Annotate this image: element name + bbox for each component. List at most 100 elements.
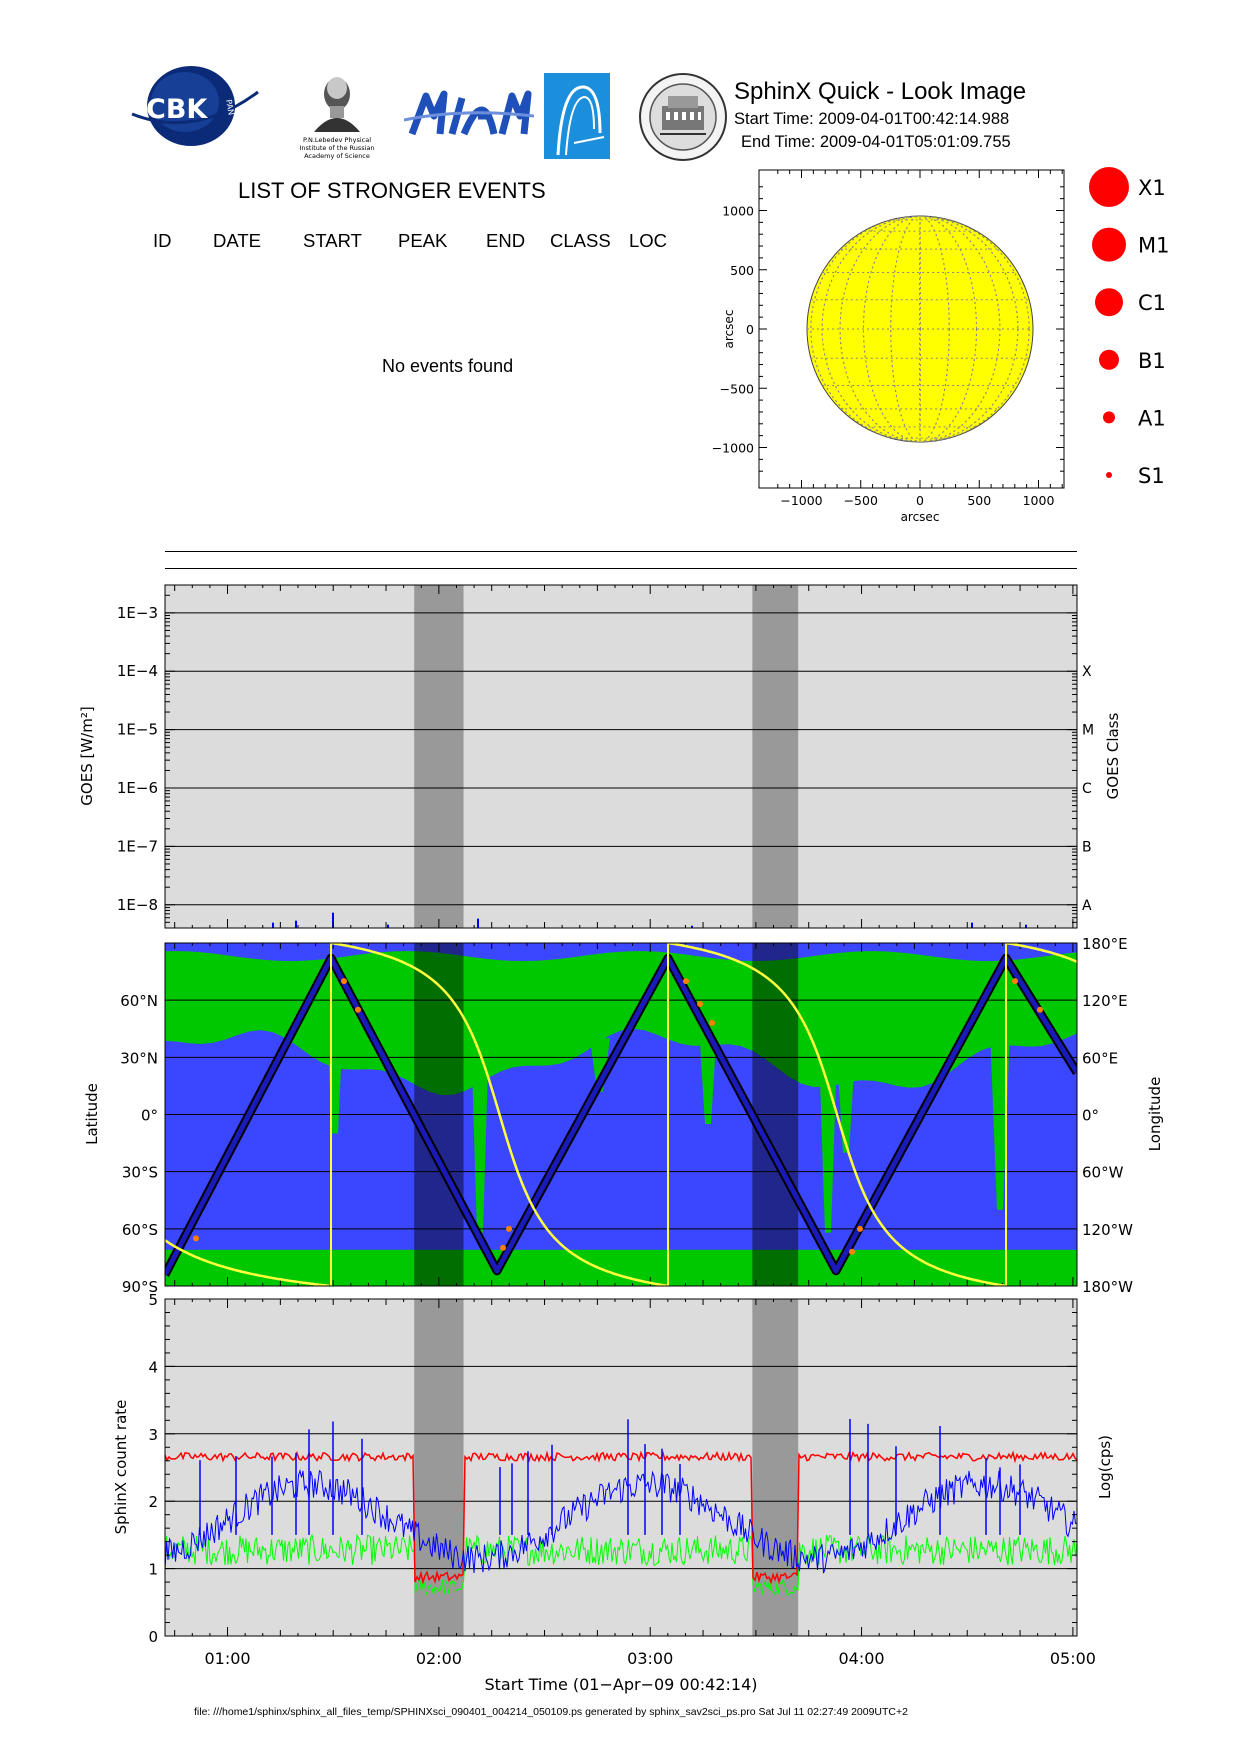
eclipse-band bbox=[752, 1299, 799, 1636]
cbk-logo: CBK PAN bbox=[130, 64, 260, 148]
longitude-curve bbox=[165, 943, 1077, 1286]
lat-tick-label: 60°N bbox=[120, 992, 158, 1010]
sun-xtick-label: 1000 bbox=[1023, 493, 1055, 508]
footer-file-info: file: ///home1/sphinx/sphinx_all_files_t… bbox=[194, 1706, 908, 1718]
sphinx-ytick-label: 0 bbox=[148, 1628, 158, 1646]
land-south bbox=[165, 1249, 1077, 1286]
lebedev-line-1: P.N.Lebedev Physical bbox=[303, 136, 371, 144]
legend-label: C1 bbox=[1138, 291, 1166, 315]
legend-marker bbox=[1103, 411, 1115, 424]
sun-ytick-label: −1000 bbox=[712, 441, 754, 456]
report-title: SphinX Quick - Look Image bbox=[734, 78, 1027, 105]
lat-tick-label: 0° bbox=[141, 1107, 158, 1125]
x-tick-label: 03:00 bbox=[627, 1649, 673, 1668]
land-streak bbox=[470, 1000, 490, 1233]
sun-xtick-label: −500 bbox=[844, 493, 878, 508]
sun-xtick-label: −1000 bbox=[780, 493, 822, 508]
sphinx-ytick-label: 5 bbox=[148, 1291, 158, 1309]
sun-ylabel: arcsec bbox=[722, 310, 736, 349]
sphinx-ytick-label: 1 bbox=[148, 1561, 158, 1579]
sun-xlabel: arcsec bbox=[901, 510, 940, 524]
sun-ytick-label: 1000 bbox=[722, 204, 754, 219]
sun-ytick-label: 0 bbox=[746, 322, 754, 337]
legend-marker bbox=[1092, 227, 1126, 262]
start-time: Start Time: 2009-04-01T00:42:14.988 bbox=[734, 110, 1010, 128]
lon-tick-label: 60°E bbox=[1082, 1049, 1118, 1067]
legend-marker bbox=[1089, 167, 1129, 207]
orbit-hotspot bbox=[857, 1225, 863, 1232]
lon-tick-label: 180°E bbox=[1082, 935, 1128, 953]
orbit-hotspot bbox=[355, 1006, 361, 1013]
sphinx-blue-series bbox=[165, 1468, 1077, 1574]
goes-ytick-label: 1E−4 bbox=[117, 662, 158, 680]
divider-1 bbox=[165, 551, 1077, 552]
goes-red-line bbox=[165, 931, 1077, 932]
sphinx-ylabel: SphinX count rate bbox=[112, 1400, 130, 1535]
goes-ytick-label: 1E−3 bbox=[117, 604, 158, 622]
legend-label: S1 bbox=[1138, 464, 1165, 488]
lon-tick-label: 120°E bbox=[1082, 992, 1128, 1010]
goes-ylabel: GOES [W/m²] bbox=[78, 706, 96, 805]
orbit-ylabel2: Longitude bbox=[1146, 1077, 1164, 1152]
land-streak bbox=[836, 1038, 856, 1153]
col-class: CLASS bbox=[550, 230, 611, 251]
legend-marker bbox=[1095, 288, 1123, 317]
lebedev-line-2: Institute of the Russian bbox=[299, 144, 374, 152]
pan-text: PAN bbox=[224, 99, 236, 116]
events-title: LIST OF STRONGER EVENTS bbox=[238, 178, 546, 203]
x-tick-label: 01:00 bbox=[204, 1649, 250, 1668]
goes-ytick-label: 1E−6 bbox=[117, 779, 158, 797]
goes-panel: 1E−3 1E−4 1E−5 1E−6 1E−7 1E−8 X M C B A GOES [W/m… bbox=[78, 584, 1122, 932]
lon-tick-label: 60°W bbox=[1082, 1164, 1124, 1182]
sphinx-red-series bbox=[165, 1450, 1077, 1585]
lat-tick-label: 60°S bbox=[122, 1221, 158, 1239]
eclipse-band bbox=[414, 585, 464, 928]
legend-marker bbox=[1106, 472, 1112, 478]
orbit-panel: 60°N 30°N 0° 30°S 60°S 90°S 180°E 120°E 60°E 0° 6… bbox=[83, 935, 1164, 1296]
eclipse-band bbox=[414, 1299, 464, 1636]
lat-tick-label: 30°S bbox=[122, 1164, 158, 1182]
goes-class-label: X bbox=[1082, 664, 1092, 680]
main-plots: 1E−3 1E−4 1E−5 1E−6 1E−7 1E−8 X M C B A GOES [W/m… bbox=[78, 584, 1164, 1694]
orbit-hotspot bbox=[697, 1000, 703, 1007]
flare-class-legend: X1 M1 C1 B1 A1 S1 bbox=[1089, 167, 1169, 488]
orbit-hotspot bbox=[1012, 978, 1018, 985]
lat-tick-label: 90°S bbox=[122, 1278, 158, 1296]
orbit-hotspot bbox=[709, 1020, 715, 1027]
sun-ytick-label: 500 bbox=[730, 263, 754, 278]
legend-label: A1 bbox=[1138, 406, 1166, 430]
goes-ytick-label: 1E−7 bbox=[117, 837, 158, 855]
goes-ylabel2: GOES Class bbox=[1104, 712, 1122, 799]
x-tick-label: 04:00 bbox=[839, 1649, 885, 1668]
legend-label: X1 bbox=[1138, 176, 1166, 200]
goes-blue-line bbox=[165, 930, 1077, 932]
lon-tick-label: 0° bbox=[1082, 1107, 1099, 1125]
university-seal-logo bbox=[638, 72, 728, 162]
sun-map: arcsec arcsec −1000 −500 0 500 1000 1000 500 0… bbox=[712, 169, 1065, 524]
col-start: START bbox=[303, 230, 362, 251]
orbit-hotspot bbox=[193, 1235, 199, 1242]
col-peak: PEAK bbox=[398, 230, 448, 251]
col-loc: LOC bbox=[629, 230, 668, 251]
land-streak bbox=[590, 1038, 610, 1092]
legend-label: B1 bbox=[1138, 349, 1166, 373]
goes-class-label: B bbox=[1082, 839, 1092, 855]
goes-class-label: C bbox=[1082, 781, 1092, 797]
orbit-hotspot bbox=[341, 978, 347, 985]
orbit-ylabel: Latitude bbox=[83, 1083, 101, 1145]
sun-xtick-label: 0 bbox=[916, 493, 924, 508]
legend-label: M1 bbox=[1138, 234, 1169, 258]
col-end: END bbox=[486, 230, 526, 251]
sphinx-ytick-label: 2 bbox=[148, 1493, 158, 1511]
legend-marker bbox=[1099, 349, 1119, 370]
col-id: ID bbox=[153, 230, 172, 251]
goes-class-label: A bbox=[1082, 898, 1092, 914]
goes-ytick-label: 1E−8 bbox=[117, 896, 158, 914]
orbit-hotspot bbox=[1037, 1006, 1043, 1013]
lebedev-line-3: Academy of Science bbox=[304, 152, 370, 160]
cbk-text: CBK bbox=[146, 94, 208, 125]
orbit-hotspot bbox=[506, 1225, 512, 1232]
x-tick-label: 05:00 bbox=[1050, 1649, 1096, 1668]
col-date: DATE bbox=[213, 230, 261, 251]
sun-map-ticks bbox=[759, 170, 1064, 488]
